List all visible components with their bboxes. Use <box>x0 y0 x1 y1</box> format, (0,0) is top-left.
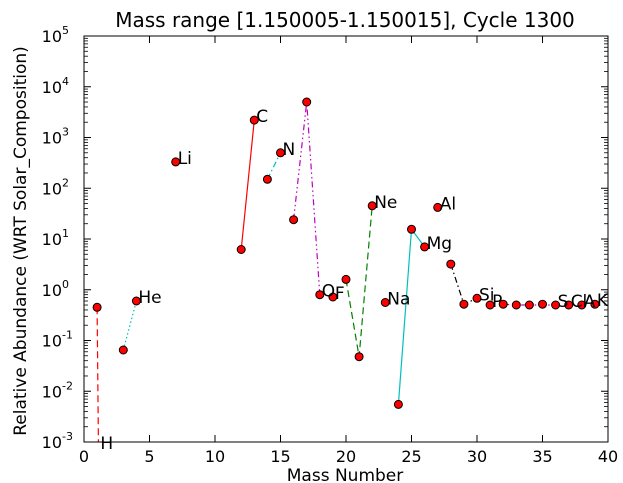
x-tick-label-10: 10 <box>205 447 225 466</box>
data-point-mg-0 <box>393 399 403 409</box>
y-tick-label-0: 10 <box>42 433 62 452</box>
data-point-mg-1 <box>407 224 416 234</box>
data-point-h-0 <box>92 302 102 312</box>
x-tick-label-0: 0 <box>79 447 89 466</box>
data-point-cl-0 <box>538 299 547 309</box>
x-tick-label-5: 5 <box>144 447 154 466</box>
x-tick-label-30: 30 <box>467 447 487 466</box>
plot-frame <box>83 35 609 443</box>
element-label-h: H <box>100 434 113 454</box>
data-point-o-0 <box>289 215 299 225</box>
y-tick-exponent-7: 4 <box>62 75 69 88</box>
y-tick-label-5: 10 <box>42 179 62 198</box>
element-label-li: Li <box>178 149 192 169</box>
axes <box>83 35 609 443</box>
data-point-cl-1 <box>564 300 574 310</box>
y-tick-label-7: 10 <box>42 78 62 97</box>
data-point-si-0 <box>446 259 456 269</box>
data-point-s-3 <box>551 300 561 310</box>
series-line-he <box>122 300 137 351</box>
data-point-si-2 <box>472 293 482 303</box>
data-point-he-1 <box>131 296 141 306</box>
element-label-mg: Mg <box>427 234 452 254</box>
data-point-ne-0 <box>341 274 351 284</box>
data-point-n-1 <box>276 148 285 158</box>
y-tick-label-1: 10 <box>42 382 62 401</box>
data-point-ar-0 <box>577 300 587 310</box>
data-point-li-0 <box>171 157 181 167</box>
data-point-ne-1 <box>354 352 364 362</box>
y-tick-label-2: 10 <box>42 332 62 351</box>
element-label-he: He <box>138 288 161 308</box>
element-label-ar: A <box>584 292 596 312</box>
y-tick-exponent-2: -1 <box>62 329 73 342</box>
data-point-na-0 <box>380 298 390 307</box>
y-tick-exponent-4: 1 <box>62 227 69 240</box>
element-label-c: C <box>256 107 268 127</box>
series-line-o <box>293 101 321 295</box>
data-point-s-1 <box>511 300 521 310</box>
x-tick-label-15: 15 <box>270 447 290 466</box>
series-line-h <box>96 307 99 442</box>
series-markers <box>92 97 600 409</box>
data-point-f-0 <box>328 292 338 302</box>
y-tick-exponent-3: 0 <box>62 278 69 291</box>
data-point-p-0 <box>485 300 495 310</box>
element-label-ne: Ne <box>374 193 397 213</box>
element-label-o: O <box>322 282 335 302</box>
chart-title: Mass range [1.150005-1.150015], Cycle 13… <box>115 8 575 32</box>
y-axis-title: Relative Abundance (WRT Solar_Compositio… <box>11 46 31 436</box>
y-tick-exponent-0: -3 <box>62 430 73 443</box>
element-labels: H He Li CN O F Ne Na Mg Al SiP S ClA K <box>100 107 609 454</box>
y-tick-label-3: 10 <box>42 281 62 300</box>
y-tick-label-4: 10 <box>42 230 62 249</box>
x-tick-label-20: 20 <box>336 447 356 466</box>
y-tick-exponent-8: 5 <box>62 24 69 37</box>
data-point-s-0 <box>498 299 508 309</box>
element-label-f: F <box>335 284 345 304</box>
x-tick-label-25: 25 <box>401 447 421 466</box>
y-tick-label-6: 10 <box>42 129 62 148</box>
y-tick-exponent-5: 2 <box>62 176 69 189</box>
data-point-c-1 <box>249 115 259 125</box>
element-label-cl: Cl <box>571 292 588 312</box>
element-label-n: N <box>283 140 296 160</box>
data-point-al-0 <box>433 202 443 212</box>
x-tick-label-40: 40 <box>598 447 618 466</box>
series-line-c <box>240 120 255 250</box>
element-label-p: P <box>492 292 502 312</box>
series-line-n <box>266 152 282 180</box>
data-point-k-0 <box>590 299 600 309</box>
series-lines <box>96 101 556 442</box>
element-label-k: K <box>597 291 609 311</box>
series-line-mg <box>397 227 426 405</box>
data-point-o-2 <box>315 290 325 300</box>
data-point-ne-2 <box>367 201 377 211</box>
data-point-he-0 <box>118 345 128 355</box>
y-tick-exponent-1: -2 <box>62 379 73 392</box>
element-label-si: Si <box>479 285 495 305</box>
data-point-c-0 <box>236 245 246 254</box>
data-point-o-1 <box>302 97 312 107</box>
x-tick-label-35: 35 <box>532 447 552 466</box>
element-label-al: Al <box>440 194 456 214</box>
data-point-si-1 <box>459 299 469 309</box>
element-label-s: S <box>558 292 569 312</box>
data-point-n-0 <box>262 174 272 184</box>
data-point-mg-2 <box>420 242 430 252</box>
element-label-na: Na <box>387 290 410 310</box>
x-axis-title: Mass Number <box>287 466 404 483</box>
y-tick-label-8: 10 <box>42 27 62 46</box>
data-point-s-2 <box>524 300 534 310</box>
y-tick-exponent-6: 3 <box>62 126 69 139</box>
